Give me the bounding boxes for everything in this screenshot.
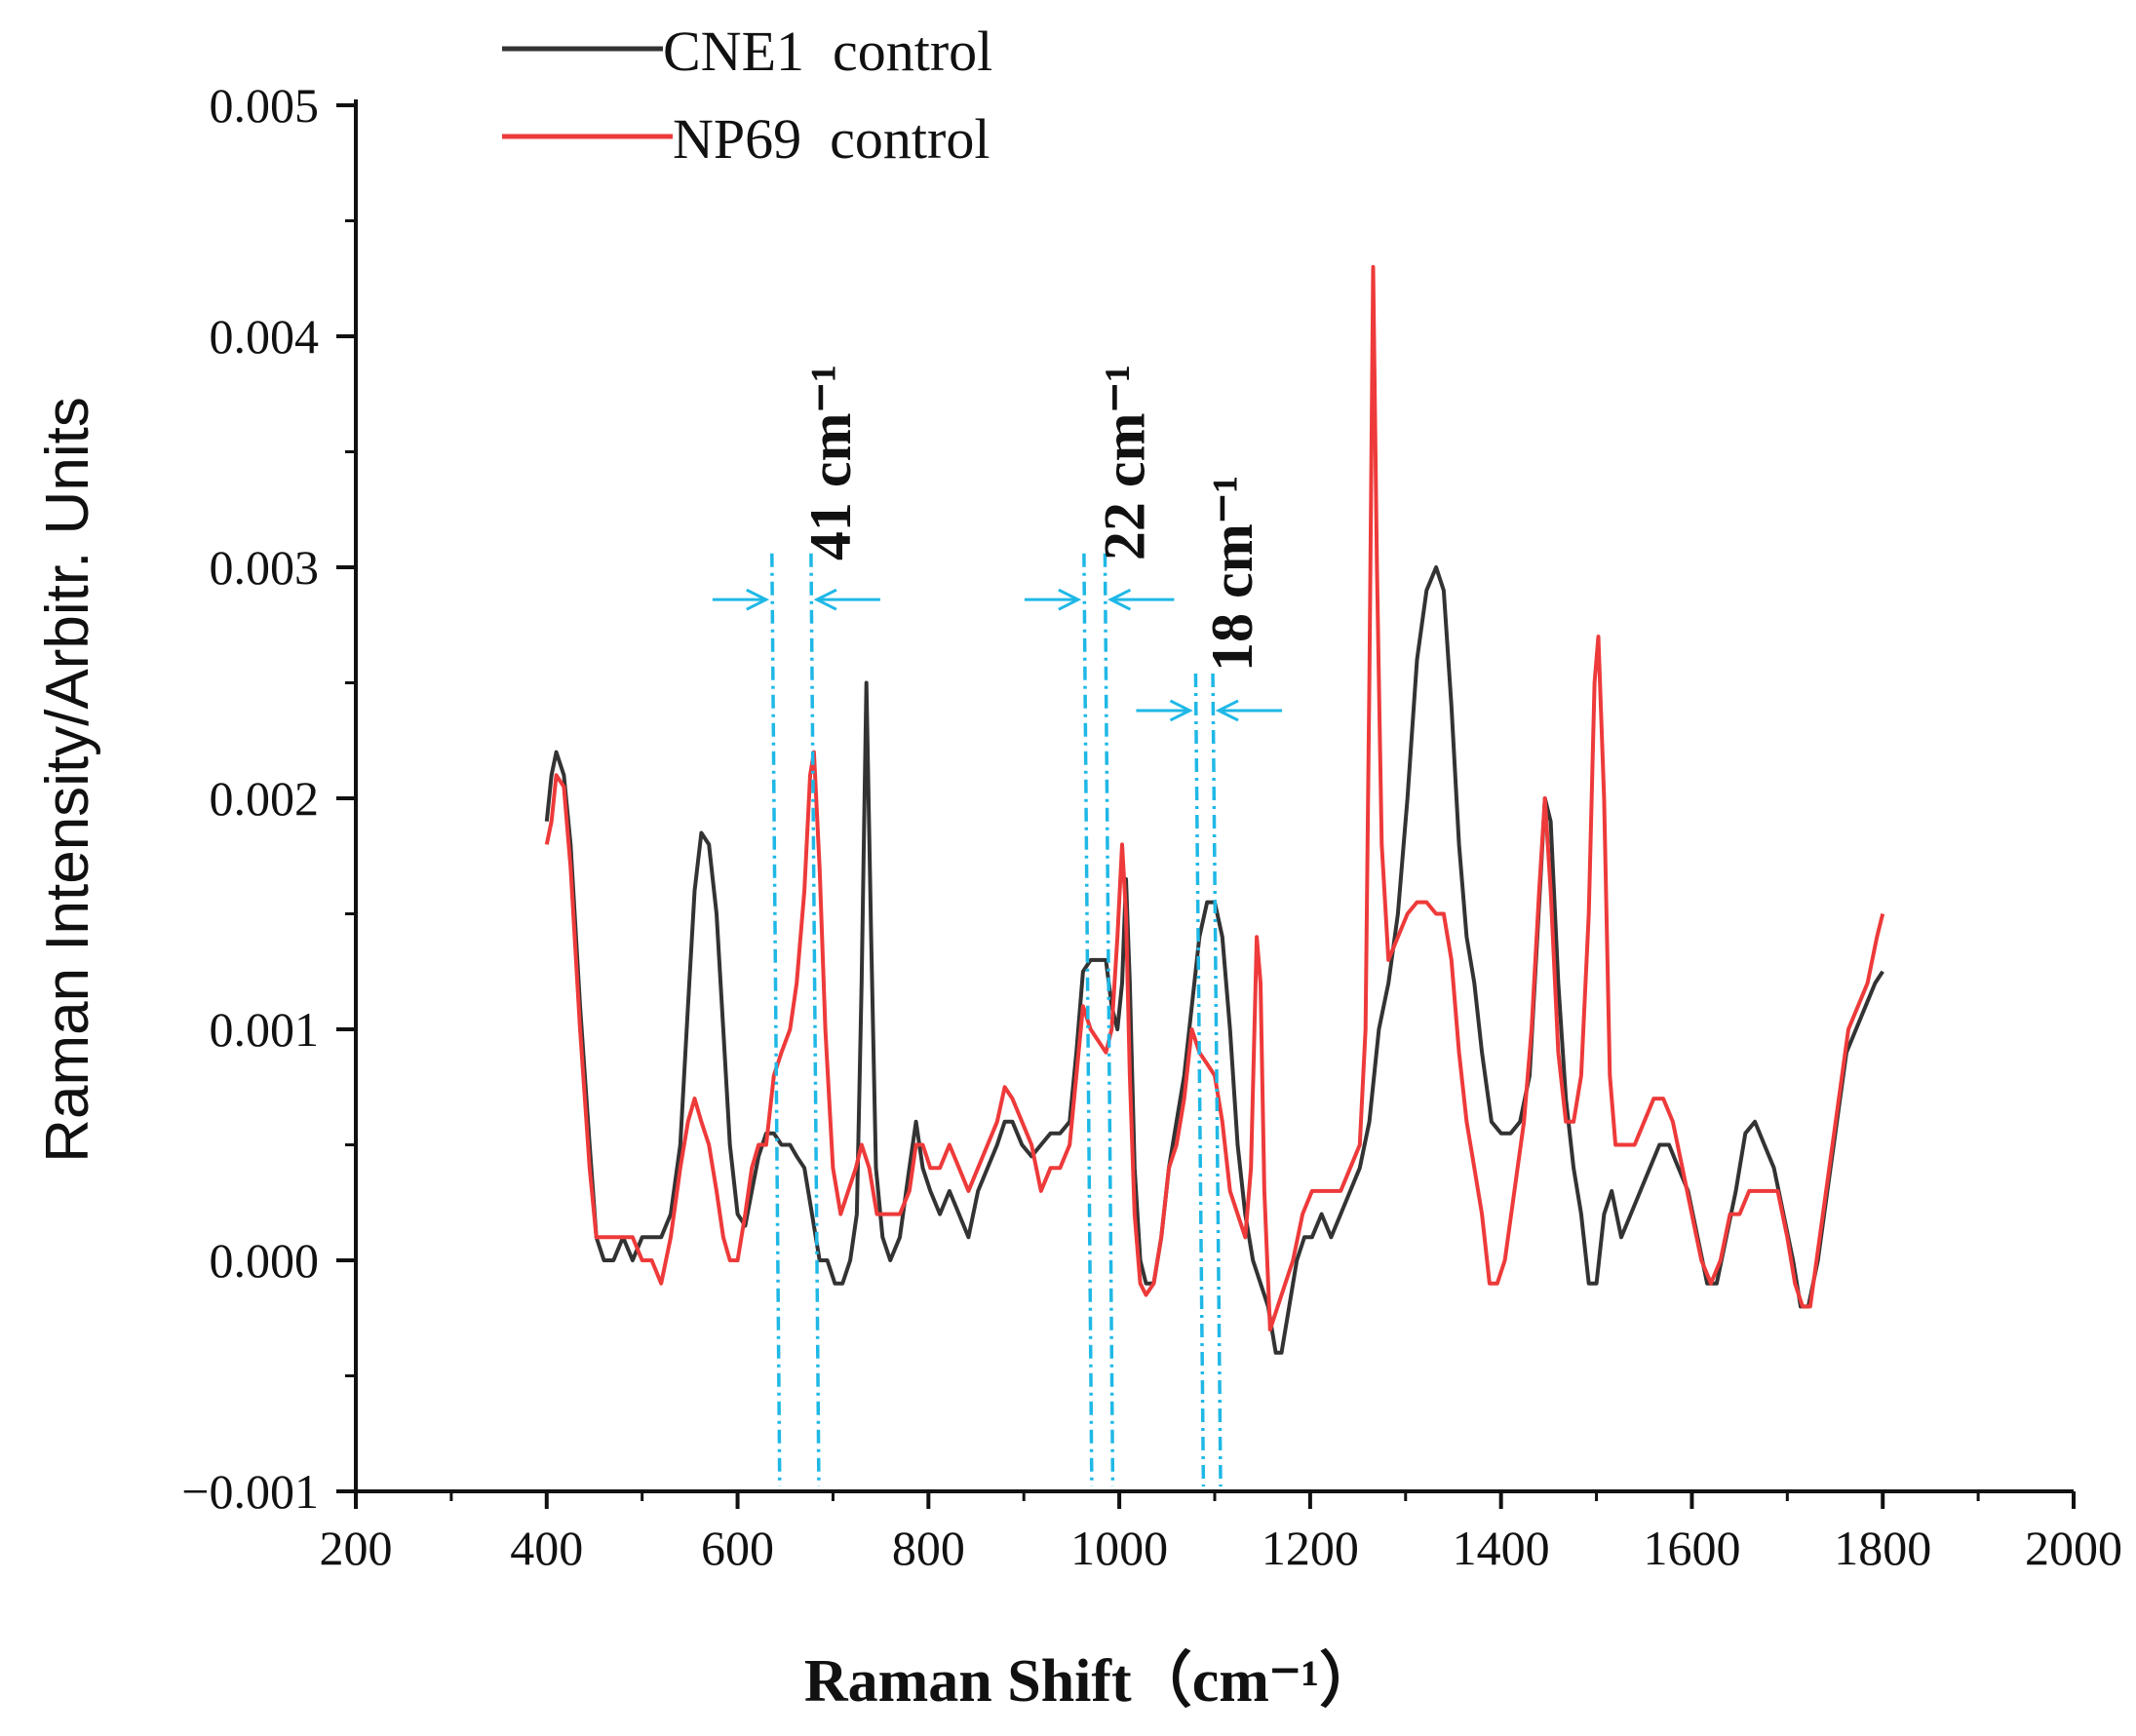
y-tick-label-3: 0.002: [210, 771, 320, 826]
annotation-line-left-2: [1193, 674, 1206, 1487]
x-tick-label-1400: 1400: [1453, 1521, 1550, 1575]
annotation-line-left-0: [770, 553, 782, 1487]
legend: CNE1 control NP69 control: [502, 19, 992, 171]
y-tick-label-4: 0.003: [210, 540, 320, 595]
x-tick-label-2000: 2000: [2025, 1521, 2122, 1575]
x-tick-label-800: 800: [892, 1521, 965, 1575]
x-tick-label-200: 200: [320, 1521, 393, 1575]
annotation-label-2: 18 cm⁻¹: [1200, 476, 1264, 672]
axis-ticks: 200 400 600 800 1000 1200 1400 1600 1800 2000 −0.0…: [181, 78, 2122, 1575]
annotation-layer: 41 cm⁻¹ 22 cm⁻¹ 18 cm⁻¹: [712, 365, 1283, 1487]
annotation-arrow-in-2: [1136, 699, 1193, 722]
annotation-arrow-out-2: [1215, 699, 1283, 722]
y-tick-label-0: −0.001: [181, 1464, 319, 1519]
y-axis-label: Raman Intensity/Arbitr. Units: [34, 397, 101, 1163]
x-tick-label-600: 600: [701, 1521, 774, 1575]
x-tick-label-1800: 1800: [1834, 1521, 1931, 1575]
series-layer: [544, 264, 1885, 1355]
annotation-line-right-2: [1211, 674, 1223, 1487]
x-axis-label: Raman Shift（cm⁻¹）: [804, 1646, 1379, 1715]
annotation-label-0: 41 cm⁻¹: [798, 365, 863, 560]
x-tick-label-400: 400: [510, 1521, 583, 1575]
y-tick-label-5: 0.004: [210, 309, 320, 364]
annotation-arrow-in-1: [1024, 588, 1082, 611]
x-tick-label-1000: 1000: [1070, 1521, 1168, 1575]
y-tick-label-2: 0.001: [210, 1002, 320, 1057]
x-tick-label-1600: 1600: [1643, 1521, 1740, 1575]
annotation-arrow-out-0: [813, 588, 880, 611]
x-tick-label-1200: 1200: [1262, 1521, 1359, 1575]
legend-label-np69: NP69 control: [673, 107, 990, 171]
annotation-arrow-in-0: [712, 588, 770, 611]
legend-label-cne1: CNE1 control: [663, 19, 992, 83]
y-tick-label-6: 0.005: [210, 78, 320, 133]
annotation-line-right-0: [809, 553, 821, 1487]
annotation-arrow-out-1: [1107, 588, 1175, 611]
y-tick-label-1: 0.000: [210, 1233, 320, 1288]
annotation-label-1: 22 cm⁻¹: [1092, 365, 1156, 560]
